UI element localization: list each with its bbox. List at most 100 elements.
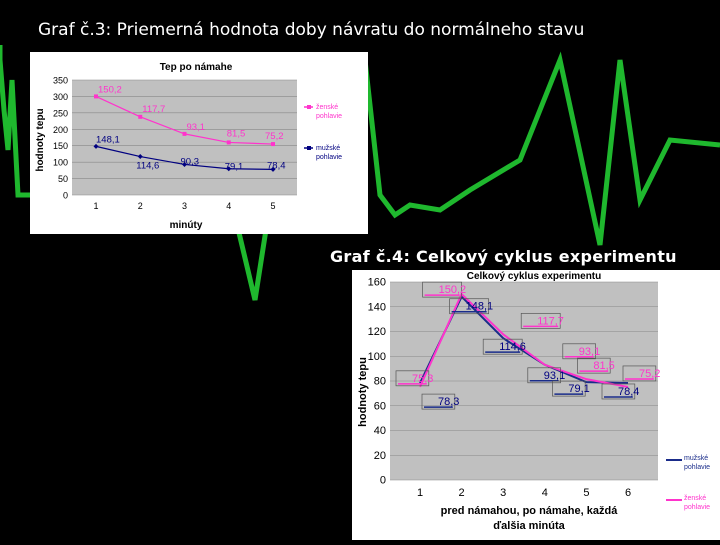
data-label: 93,1 — [187, 122, 206, 133]
y-tick-label: 0 — [63, 191, 68, 201]
data-point — [94, 94, 98, 99]
data-label: 117,7 — [537, 315, 564, 327]
data-label: 79,1 — [568, 383, 589, 395]
legend-label-female: ženské pohlavie — [316, 104, 342, 120]
data-labels: 150,2 117,7 93,1 81,5 75,2 148,1 114,6 90,3 79,1… — [96, 84, 286, 172]
data-label: 78,4 — [267, 160, 286, 171]
data-label-box — [562, 343, 596, 360]
y-tick-label: 150 — [53, 141, 68, 151]
legend-female-line1: ženské — [684, 495, 706, 502]
y-tick-label: 40 — [374, 425, 386, 437]
data-label: 81,5 — [227, 128, 246, 139]
data-point — [270, 166, 276, 172]
y-tick-label: 50 — [58, 174, 68, 184]
x-axis-label-line1: pred námahou, po námahe, každá — [441, 505, 619, 517]
x-tick-label: 4 — [226, 201, 231, 211]
data-point — [137, 154, 143, 160]
chart-title: Celkový cyklus experimentu — [467, 271, 602, 282]
data-label-box — [552, 380, 586, 397]
y-axis-label: hodnoty tepu — [35, 108, 46, 171]
data-label-box — [520, 312, 561, 329]
grid — [72, 79, 297, 196]
y-tick-label: 100 — [368, 351, 386, 363]
data-point — [226, 166, 232, 172]
chart-tep-po-namahe: Tep po námahe hodnoty tepu minúty 0 50 100… — [30, 52, 368, 234]
data-label: 93,1 — [579, 346, 600, 358]
legend-male-line2: pohlavie — [316, 154, 342, 161]
data-label-box — [622, 365, 657, 382]
y-axis-label: hodnoty tepu — [357, 357, 369, 427]
data-label: 150,2 — [98, 84, 122, 95]
data-label: 81,5 — [593, 360, 614, 372]
legend-label-male: mužské pohlavie — [316, 145, 342, 161]
y-tick-label: 100 — [53, 158, 68, 168]
data-label-box — [527, 367, 561, 384]
y-tick-label: 60 — [374, 400, 386, 412]
data-label: 75,2 — [639, 368, 660, 380]
data-label: 117,7 — [142, 104, 165, 115]
y-tick-label: 250 — [53, 108, 68, 118]
y-tick-label: 300 — [53, 92, 68, 102]
legend-label-male: mužské pohlavie — [684, 455, 710, 471]
axis-ticks: 0 50 100 150 200 250 300 350 1 2 3 4 5 — [53, 76, 276, 212]
x-tick-label: 5 — [270, 201, 275, 211]
data-label: 75,2 — [265, 131, 284, 142]
data-label: 150,2 — [439, 284, 467, 296]
legend: ženské pohlavie mužské pohlavie — [304, 104, 342, 161]
legend-male-line1: mužské — [684, 455, 708, 462]
legend-label-female: ženské pohlavie — [684, 495, 710, 511]
x-tick-label: 1 — [93, 201, 98, 211]
legend-male-line1: mužské — [316, 145, 340, 152]
x-tick-label: 3 — [182, 201, 187, 211]
y-tick-label: 200 — [53, 125, 68, 135]
data-label: 114,6 — [136, 161, 159, 172]
legend-female-line1: ženské — [316, 104, 338, 111]
data-label: 78,3 — [438, 396, 459, 408]
series-line-female — [419, 292, 629, 388]
x-tick-label: 3 — [500, 487, 506, 499]
data-point — [182, 161, 187, 167]
axis-ticks: 0 20 40 60 80 100 120 140 160 1 2 3 4 5 6 — [368, 277, 631, 500]
y-tick-label: 20 — [374, 450, 386, 462]
legend-female-line2: pohlavie — [684, 504, 710, 511]
y-tick-label: 120 — [368, 326, 386, 338]
y-tick-label: 140 — [368, 301, 386, 313]
data-point — [138, 114, 143, 119]
data-label: 79,1 — [225, 162, 244, 173]
data-label-box — [395, 370, 430, 387]
y-tick-label: 80 — [374, 376, 386, 388]
data-label: 148,1 — [96, 134, 120, 145]
chart-title: Tep po námahe — [160, 62, 233, 73]
legend-male-line2: pohlavie — [684, 464, 710, 471]
y-tick-label: 0 — [380, 475, 386, 487]
data-point — [93, 143, 99, 149]
y-tick-label: 160 — [368, 277, 386, 289]
data-label: 148,1 — [466, 301, 494, 313]
data-label: 93,1 — [544, 370, 565, 382]
x-axis-label: pred námahou, po námahe, každá ďalšia mi… — [441, 505, 619, 532]
slide-title-graf-3: Graf č.3: Priemerná hodnota doby návratu… — [38, 20, 585, 40]
data-label: 114,6 — [499, 341, 526, 353]
data-label-box — [422, 281, 462, 298]
x-tick-label: 4 — [542, 487, 548, 499]
data-label: 75,3 — [412, 373, 433, 385]
y-tick-label: 350 — [53, 76, 68, 86]
data-label: 90,3 — [181, 156, 200, 167]
data-point — [182, 131, 187, 136]
x-tick-label: 5 — [583, 487, 589, 499]
chart-celkovy-cyklus: Celkový cyklus experimentu hodnoty tepu … — [352, 270, 720, 540]
data-label-box — [577, 357, 611, 374]
data-label-box — [601, 383, 636, 400]
data-label-box — [449, 298, 489, 315]
data-label-box — [421, 393, 456, 410]
legend-marker-male — [307, 146, 311, 150]
plot-area — [72, 80, 297, 195]
x-tick-label: 6 — [625, 487, 631, 499]
data-label: 78,4 — [618, 386, 639, 398]
x-axis-label-line2: ďalšia minúta — [493, 520, 565, 532]
slide-title-graf-4: Graf č.4: Celkový cyklus experimentu — [330, 247, 677, 266]
data-label-box — [482, 338, 523, 355]
x-tick-label: 2 — [138, 201, 143, 211]
legend-female-line2: pohlavie — [316, 113, 342, 120]
